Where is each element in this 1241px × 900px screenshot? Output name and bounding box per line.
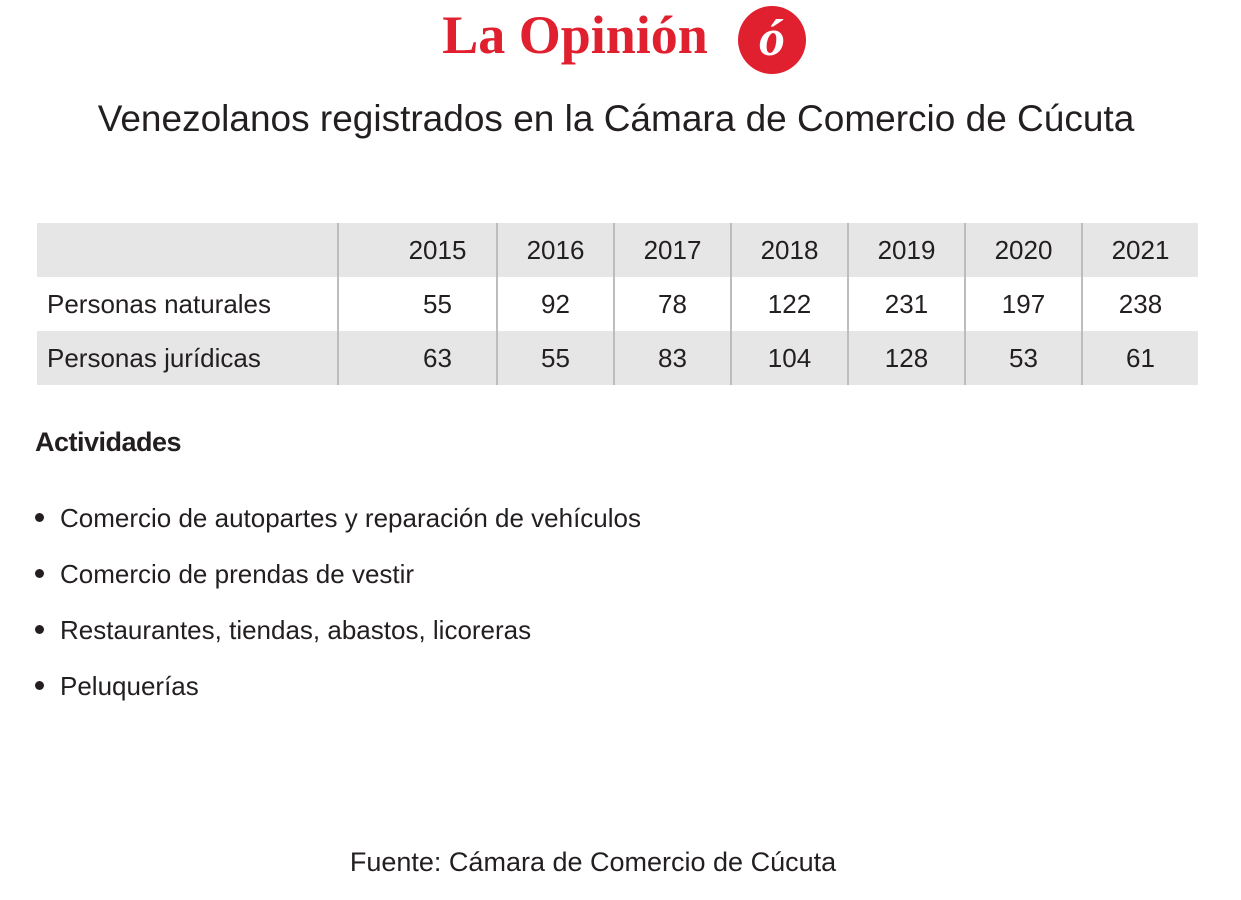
table-cell: 55 (337, 277, 497, 331)
table-cell: 78 (613, 277, 731, 331)
table-cell: 61 (1081, 331, 1198, 385)
table-cell: 104 (730, 331, 848, 385)
table-cell: 83 (613, 331, 731, 385)
logo: La Opinión (442, 5, 708, 65)
table-cell: 238 (1081, 277, 1198, 331)
activity-item: Restaurantes, tiendas, abastos, licorera… (30, 608, 641, 664)
title: Venezolanos registrados en la Cámara de … (97, 98, 1135, 139)
logo-mark: ó (738, 6, 806, 74)
table-cell: 55 (496, 331, 614, 385)
table-cell: 53 (964, 331, 1082, 385)
source: Fuente: Cámara de Comercio de Cúcuta (349, 847, 837, 877)
column-header: 2017 (613, 223, 731, 277)
table-cell: 63 (337, 331, 497, 385)
table-cell: 122 (730, 277, 848, 331)
activity-item: Comercio de prendas de vestir (30, 552, 641, 608)
column-header: 2020 (964, 223, 1082, 277)
activity-list: Comercio de autopartes y reparación de v… (30, 496, 641, 720)
data-table: 2015 2016 2017 2018 2019 2020 2021 Personas nat… (37, 223, 1198, 385)
table-cell: 231 (847, 277, 965, 331)
activity-item: Peluquerías (30, 664, 641, 720)
corner-cell (37, 223, 338, 277)
row-label: Personas naturales (47, 288, 272, 319)
section-heading: Actividades (35, 427, 182, 457)
column-header: 2019 (847, 223, 965, 277)
table-cell: 197 (964, 277, 1082, 331)
header-row: 2015 2016 2017 2018 2019 2020 2021 (37, 223, 1198, 277)
table-cell: 92 (496, 277, 614, 331)
column-header: 2015 (337, 223, 497, 277)
column-header: 2018 (730, 223, 848, 277)
column-header: 2021 (1081, 223, 1198, 277)
row-label: Personas jurídicas (37, 331, 338, 385)
table-row: Personas naturales 55 92 78 122 231 197 238 (37, 277, 1198, 331)
activity-item: Comercio de autopartes y reparación de v… (30, 496, 641, 552)
column-header: 2016 (496, 223, 614, 277)
table-row: Personas jurídicas 63 55 83 104 128 53 61 (37, 331, 1198, 385)
table-cell: 128 (847, 331, 965, 385)
